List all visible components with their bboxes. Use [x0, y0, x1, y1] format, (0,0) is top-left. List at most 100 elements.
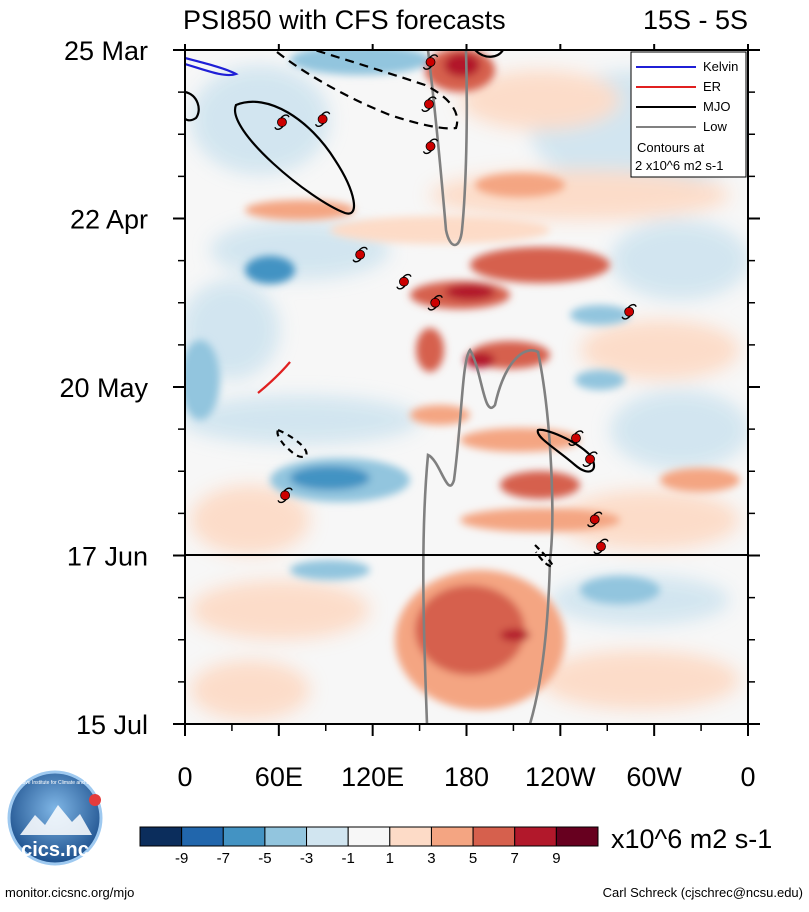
logo-mountains	[20, 805, 92, 835]
anomaly-blob	[415, 585, 525, 675]
anomaly-blob	[610, 390, 748, 470]
legend-label-low: Low	[703, 119, 727, 134]
mjo-contour	[536, 428, 596, 473]
anomaly-blob	[475, 173, 565, 197]
cyclone-symbol	[396, 273, 412, 290]
x-tick-label: 0	[177, 762, 192, 792]
colorbar-swatch	[181, 826, 224, 847]
x-tick-label: 0	[740, 762, 755, 792]
y-tick-label: 25 Mar	[64, 36, 148, 66]
colorbar-label: -1	[342, 850, 355, 867]
anomaly-blob	[460, 508, 620, 532]
anomaly-blob	[410, 405, 470, 425]
anomaly-blob	[500, 471, 580, 499]
mjo-contour	[474, 50, 504, 58]
x-tick-label: 120E	[341, 762, 404, 792]
cyclone-symbol	[568, 430, 584, 446]
logo-ring-text: Cooperative Institute for Climate and Sa…	[4, 780, 107, 786]
x-tick-label: 120W	[525, 762, 596, 792]
colorbar-swatch	[139, 826, 183, 847]
colorbar-swatch	[514, 826, 557, 847]
cyclone-symbol	[621, 303, 637, 320]
y-tick-label: 17 Jun	[67, 542, 148, 572]
anomaly-blob	[330, 216, 550, 244]
anomaly-blob	[540, 650, 740, 710]
colorbar-swatch	[430, 826, 474, 847]
anomaly-blob	[465, 352, 495, 368]
y-tick-label: 15 Jul	[76, 710, 148, 740]
legend-label-kelvin: Kelvin	[703, 59, 738, 74]
anomaly-blob	[185, 340, 220, 420]
cyclone-symbol	[422, 138, 439, 155]
anomaly-blob	[444, 53, 480, 77]
anomaly-blob	[190, 580, 370, 640]
er-contour	[257, 361, 291, 394]
anomaly-blob	[500, 629, 530, 641]
anomaly-blob	[460, 428, 580, 452]
anomaly-blob	[460, 70, 620, 130]
anomaly-blob	[445, 284, 495, 300]
anomaly-blob	[660, 468, 740, 492]
legend-box	[630, 51, 747, 178]
footer-left: monitor.cicsnc.org/mjo	[5, 885, 134, 900]
colorbar-units: x10^6 m2 s-1	[611, 824, 772, 854]
legend-note-line1: Contours at	[637, 140, 705, 155]
colorbar-label: 7	[511, 850, 519, 867]
mjo-contour	[276, 428, 308, 458]
colorbar-swatch	[222, 826, 266, 847]
colorbar-label: 3	[427, 850, 435, 867]
legend-label-mjo: MJO	[703, 99, 730, 114]
anomaly-blob	[580, 320, 740, 380]
colorbar-swatch	[347, 826, 391, 847]
colorbar-swatch	[264, 826, 308, 847]
x-tick-label: 180	[444, 762, 489, 792]
colorbar-swatch	[389, 826, 432, 847]
cyclone-symbol	[277, 487, 293, 504]
colorbar: -9 -7 -5 -3 -1 1 3 5 7 9	[139, 826, 599, 867]
cyclone-symbol	[582, 451, 598, 468]
y-tick-label: 20 May	[59, 373, 148, 403]
cyclone-symbol	[274, 114, 290, 131]
kelvin-contour	[185, 56, 239, 77]
anomaly-blob	[185, 395, 420, 445]
anomaly-blob	[416, 328, 444, 372]
x-tick-label: 60E	[255, 762, 303, 792]
logo-ring	[7, 770, 103, 866]
cyclone-symbol	[421, 96, 437, 112]
colorbar-label: 1	[386, 850, 394, 867]
anomaly-blob	[610, 220, 748, 300]
x-tick-label: 60W	[626, 762, 682, 792]
colorbar-label: -9	[175, 850, 188, 867]
mjo-contour	[233, 100, 356, 215]
mjo-contour	[185, 90, 200, 122]
anomaly-blob	[290, 50, 430, 75]
mjo-contours	[185, 50, 596, 568]
anomaly-blob	[470, 247, 610, 283]
colorbar-label: -3	[300, 850, 313, 867]
legend-label-er: ER	[703, 79, 721, 94]
colorbar-swatch	[555, 826, 599, 847]
cyclone-symbol	[587, 511, 603, 528]
y-axis: 25 Mar 22 Apr 20 May 17 Jun 15 Jul	[59, 36, 760, 740]
anomaly-blob	[570, 305, 630, 325]
footer-right: Carl Schreck (cjschrec@ncsu.edu)	[603, 885, 803, 900]
cyclone-symbol	[593, 538, 609, 555]
chart-subtitle: 15S - 5S	[643, 5, 748, 35]
logo-text: cics.nc	[21, 839, 89, 861]
y-tick-label: 22 Apr	[70, 205, 148, 235]
colorbar-label: -5	[258, 850, 271, 867]
cicsnc-logo: Cooperative Institute for Climate and Sa…	[4, 770, 107, 866]
cyclone-symbol	[422, 54, 439, 70]
anomaly-field	[185, 50, 748, 720]
cyclone-symbol	[352, 246, 368, 263]
legend: Kelvin ER MJO Low Contours at 2 x10^6 m2…	[630, 51, 747, 178]
colorbar-label: 9	[552, 850, 560, 867]
cyclone-symbol	[427, 294, 443, 311]
logo-sun	[89, 794, 101, 806]
anomaly-blob	[560, 490, 740, 550]
anomaly-blob	[290, 466, 370, 490]
anomaly-blob	[290, 560, 370, 580]
x-axis: 0 60E 120E 180 120W 60W 0	[177, 44, 756, 792]
anomaly-blob	[575, 370, 625, 390]
cyclone-symbols	[274, 54, 637, 555]
